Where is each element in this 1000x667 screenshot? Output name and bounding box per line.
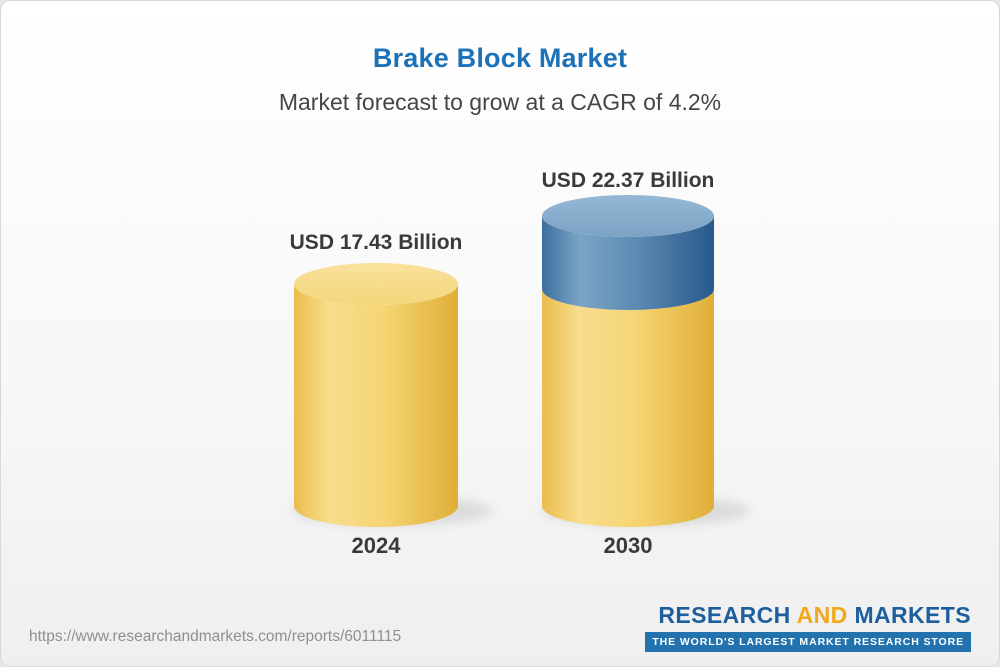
bar-2030-growth-segment — [542, 195, 714, 310]
value-label-2024: USD 17.43 Billion — [289, 231, 463, 254]
bar-2030-cylinder — [542, 195, 714, 527]
logo-word-research: RESEARCH — [658, 602, 791, 628]
researchandmarkets-logo: RESEARCH AND MARKETS THE WORLD'S LARGEST… — [645, 602, 971, 652]
report-url-link[interactable]: https://www.researchandmarkets.com/repor… — [29, 628, 402, 645]
logo-word-and: AND — [796, 602, 848, 628]
category-label-2024: 2024 — [351, 533, 401, 558]
page-title: Brake Block Market — [372, 43, 628, 73]
bar-2030-base-segment — [542, 289, 714, 527]
cylinder-bar-chart — [293, 195, 750, 527]
category-label-2030: 2030 — [603, 533, 653, 558]
logo-word-markets: MARKETS — [854, 602, 971, 628]
logo-wordmark: RESEARCH AND MARKETS — [645, 602, 971, 629]
page-subtitle: Market forecast to grow at a CAGR of 4.2… — [278, 89, 722, 115]
bar-2024-cylinder — [294, 263, 458, 527]
logo-tagline: THE WORLD'S LARGEST MARKET RESEARCH STOR… — [645, 632, 971, 652]
value-label-2030: USD 22.37 Billion — [541, 169, 715, 192]
